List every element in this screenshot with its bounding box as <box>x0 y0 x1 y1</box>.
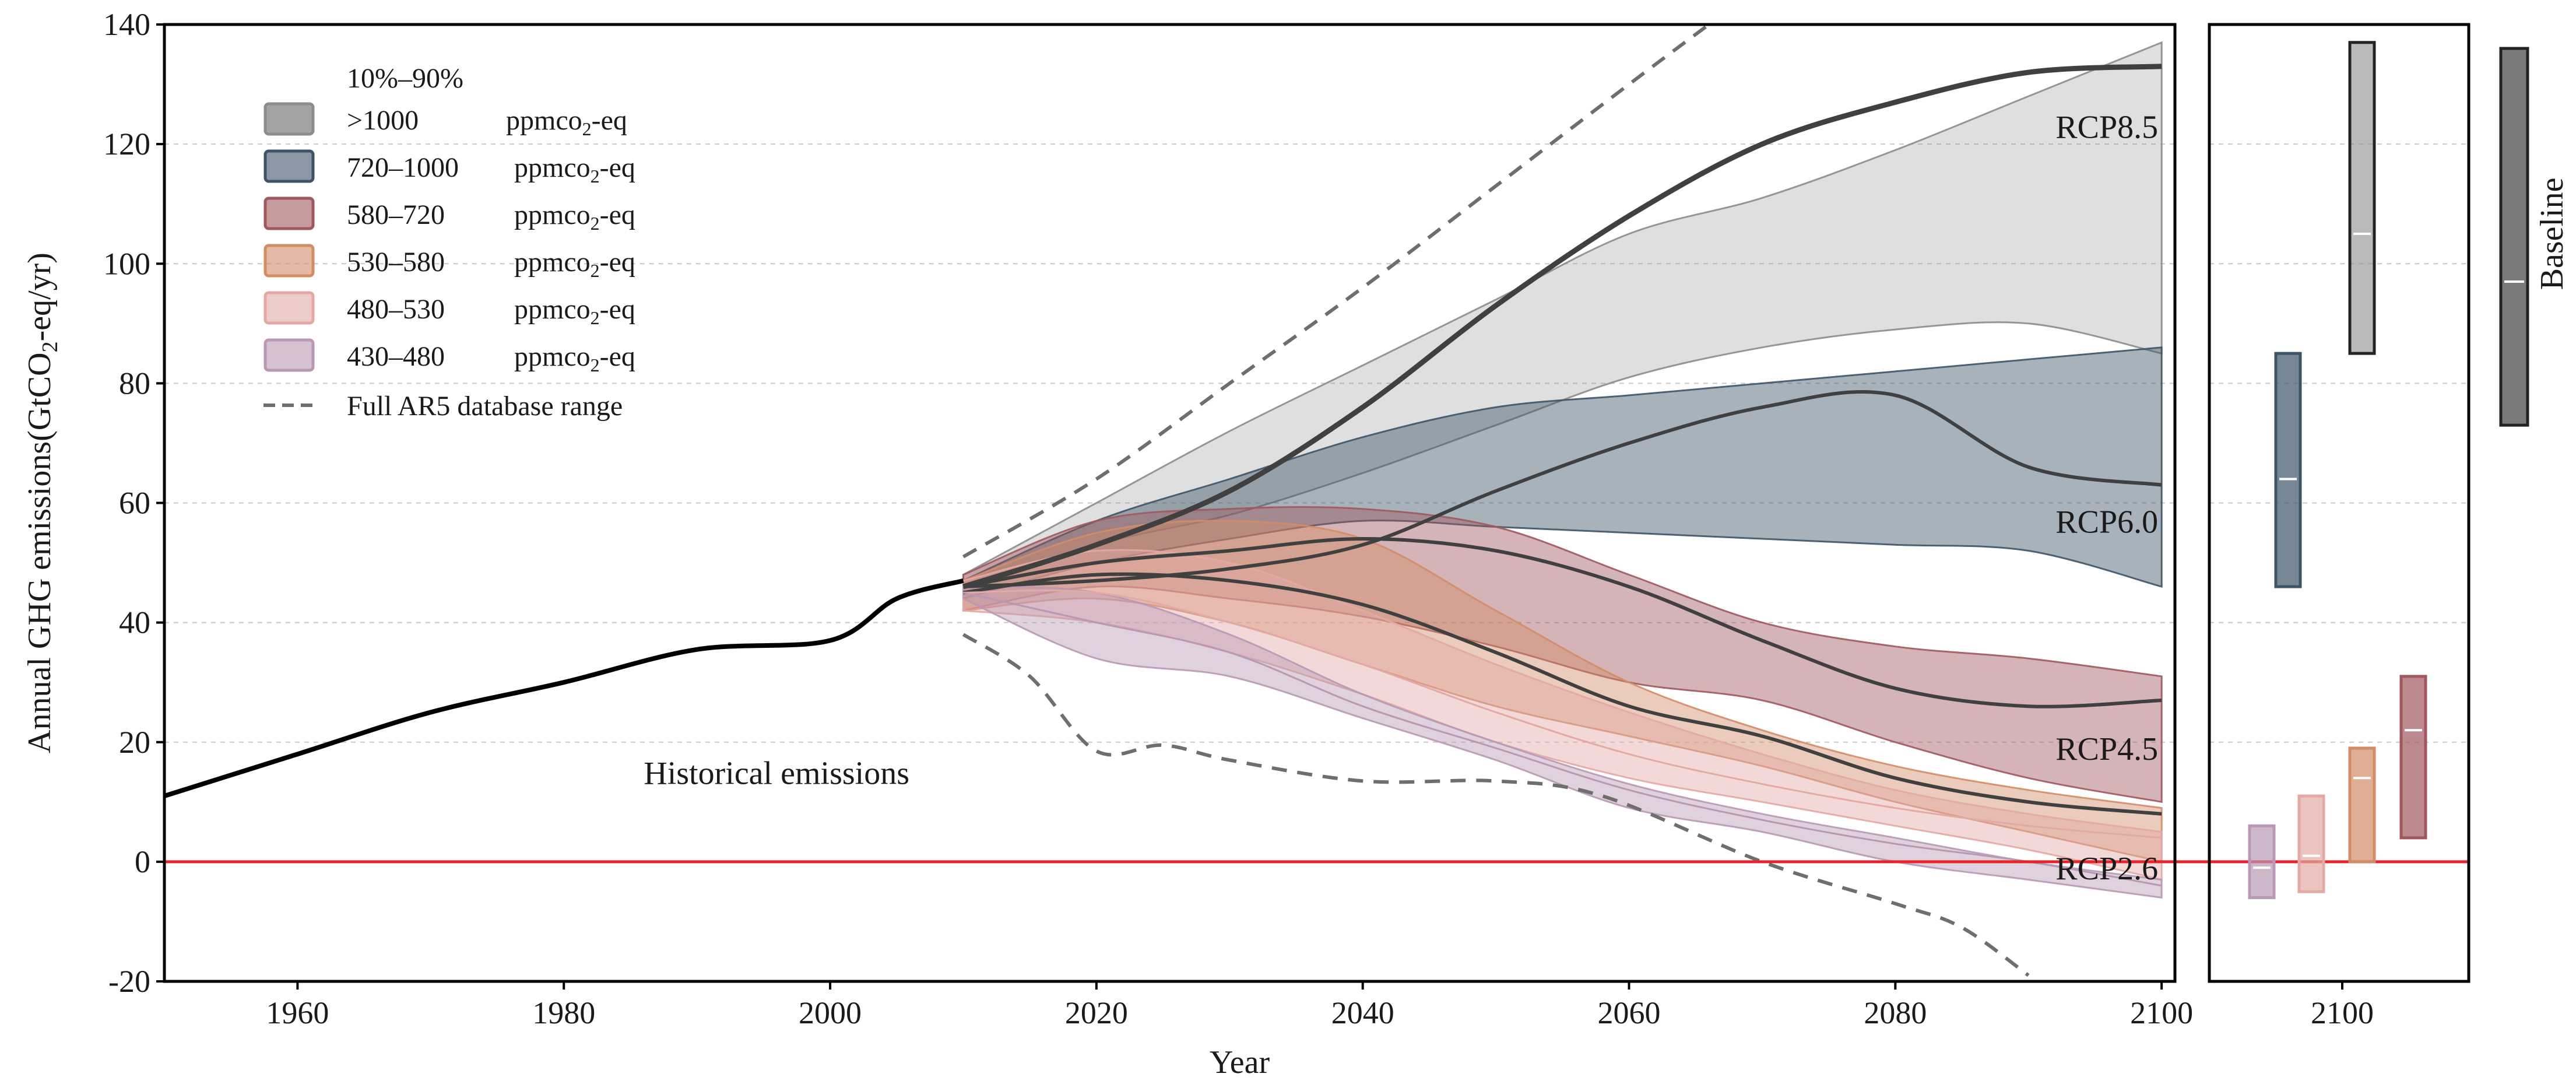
y-tick-label: 40 <box>119 605 150 640</box>
band-1000 <box>962 41 2163 594</box>
legend-unit: ppmco2-eq <box>514 341 635 376</box>
baseline-panel: Baseline <box>2499 47 2570 427</box>
x-tick-label: 1980 <box>532 995 595 1030</box>
axes: 1960 1980 2000 2020 2040 2060 2080 2100-2002040… <box>103 7 2470 1030</box>
x-axis-title: Year <box>1210 1044 1270 1081</box>
y-axis-title-part: Annual GHG emissions(GtCO <box>22 352 58 753</box>
legend-swatch-720-1000 <box>263 149 315 183</box>
legend-unit: ppmco2-eq <box>514 199 635 234</box>
x-tick-label: 2060 <box>1598 995 1661 1030</box>
median-580-720 <box>962 536 2162 708</box>
legend-unit: ppmco2-eq <box>514 294 635 328</box>
legend-unit-subscript: 2 <box>591 166 600 187</box>
x-tick-label: 2020 <box>1065 995 1128 1030</box>
legend-label-580-720: 580–720 <box>347 199 445 230</box>
legend-unit-part: ppmco <box>514 199 591 230</box>
panel-box-c1000 <box>2348 41 2376 355</box>
median-430-480 <box>963 591 2162 887</box>
y-axis-title: Annual GHG emissions(GtCO2-eq/yr) <box>22 252 62 753</box>
panel-box-c530 <box>2348 746 2376 864</box>
legend-title: 10%–90% <box>347 63 463 94</box>
legend-unit: ppmco2-eq <box>514 152 635 187</box>
legend-swatch-480-530 <box>263 291 315 325</box>
legend-label-720-1000: 720–1000 <box>347 152 459 183</box>
median-530-580 <box>963 572 2162 816</box>
baseline-box <box>2499 47 2529 427</box>
x-tick-label: 2000 <box>799 995 862 1030</box>
median-1000 <box>962 64 2162 590</box>
band-580-720 <box>962 506 2163 804</box>
legend-unit-part: ppmco <box>514 152 591 183</box>
y-tick-label: 80 <box>119 366 150 401</box>
panel-x-tick-label: 2100 <box>2311 995 2374 1030</box>
legend-unit-subscript: 2 <box>591 355 600 376</box>
legend-unit-part: ppmco <box>514 294 591 325</box>
scenario-label-RCP4-5: RCP4.5 <box>2055 731 2158 767</box>
legend-unit-part: ppmco <box>514 341 591 372</box>
scenario-label-RCP8-5: RCP8.5 <box>2055 109 2158 145</box>
x-tick-label: 2080 <box>1864 995 1927 1030</box>
y-tick-label: 140 <box>103 7 150 42</box>
panel-box-c480 <box>2297 794 2325 893</box>
legend-unit: ppmco2-eq <box>514 247 635 281</box>
median-480-530 <box>963 590 2162 839</box>
panel-2100: 2100 <box>2248 41 2427 1030</box>
y-tick-label: 120 <box>103 127 150 162</box>
legend-unit-subscript: 2 <box>591 213 600 234</box>
y-tick-label: 100 <box>103 246 150 281</box>
panel-box-c720 <box>2274 352 2302 588</box>
legend-unit-part: -eq <box>592 105 627 136</box>
legend-unit-part: ppmco <box>514 247 591 278</box>
historical-line <box>164 578 964 798</box>
panel-box-c580 <box>2399 675 2427 840</box>
x-tick-label: 2040 <box>1331 995 1394 1030</box>
legend-swatch-580-720 <box>263 197 315 230</box>
panel-box-c430 <box>2248 824 2276 899</box>
legend-unit-part: -eq <box>600 341 635 372</box>
legend-unit-part: -eq <box>600 247 635 278</box>
y-tick-label: 20 <box>119 725 150 760</box>
x-tick-label: 2100 <box>2130 995 2193 1030</box>
historical-emissions-label: Historical emissions <box>644 756 909 792</box>
legend-dashed-label: Full AR5 database range <box>347 391 623 422</box>
baseline-label: Baseline <box>2534 178 2570 290</box>
ar5-upper-dashed <box>962 24 1710 559</box>
scenario-medians <box>962 64 2162 887</box>
y-axis-title-subscript: 2 <box>38 341 62 352</box>
legend-swatch-1000 <box>263 102 315 136</box>
scenario-label-RCP2-6: RCP2.6 <box>2055 851 2158 887</box>
y-tick-label: 0 <box>135 844 150 879</box>
band-720-1000 <box>962 346 2163 600</box>
y-tick-label: -20 <box>108 964 150 999</box>
ar5-lower-dashed <box>962 633 2030 977</box>
scenario-label-RCP6-0: RCP6.0 <box>2055 504 2158 540</box>
legend-unit-part: -eq <box>600 152 635 183</box>
x-tick-label: 1960 <box>266 995 329 1030</box>
legend-unit-subscript: 2 <box>591 260 600 281</box>
legend-label-530-580: 530–580 <box>347 247 445 278</box>
legend-swatch-430-480 <box>263 338 315 372</box>
y-tick-label: 60 <box>119 486 150 521</box>
legend-swatch-530-580 <box>263 244 315 278</box>
y-axis-title-part: -eq/yr) <box>22 252 58 341</box>
legend-label-1000: >1000 <box>347 105 419 136</box>
legend-unit-part: -eq <box>600 294 635 325</box>
legend-unit-part: ppmco <box>506 105 582 136</box>
legend-unit: ppmco2-eq <box>506 105 627 139</box>
legend-label-430-480: 430–480 <box>347 341 445 372</box>
legend-unit-subscript: 2 <box>582 118 592 139</box>
legend-label-480-530: 480–530 <box>347 294 445 325</box>
panel-frame <box>2208 23 2470 983</box>
legend-unit-part: -eq <box>600 199 635 230</box>
reference-lines <box>164 24 2030 977</box>
legend-unit-subscript: 2 <box>591 307 600 328</box>
scenario-bands <box>962 41 2163 899</box>
